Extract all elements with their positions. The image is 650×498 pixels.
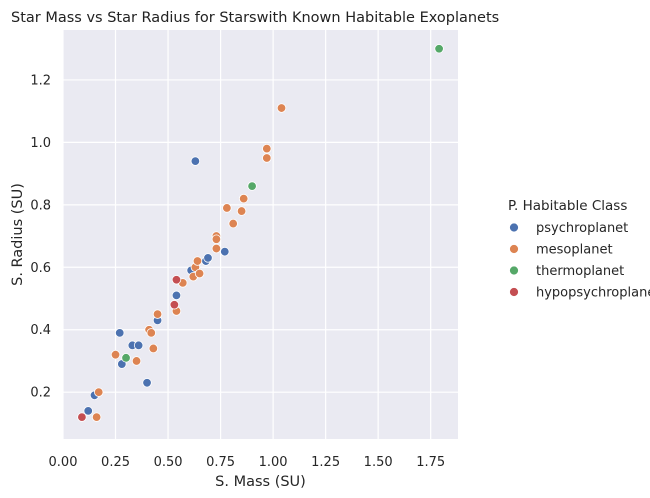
point-psychroplanet <box>83 406 93 416</box>
data-points <box>77 44 444 422</box>
legend-label-hypopsychroplanet: hypopsychroplanet <box>536 286 650 301</box>
x-tick-label: 0.75 <box>206 455 235 470</box>
point-mesoplanet <box>91 412 102 422</box>
point-mesoplanet <box>262 153 272 163</box>
y-tick-labels: 0.2 0.4 0.6 0.8 1.0 1.2 <box>30 73 51 400</box>
legend-label-mesoplanet: mesoplanet <box>536 243 613 258</box>
point-mesoplanet <box>194 268 205 279</box>
legend-title: P. Habitable Class <box>508 198 627 214</box>
x-tick-label: 0.00 <box>49 455 78 470</box>
x-tick-label: 0.50 <box>154 455 183 470</box>
y-tick-label: 0.8 <box>30 198 51 213</box>
x-tick-label: 1.50 <box>364 455 393 470</box>
point-mesoplanet <box>152 309 163 319</box>
point-psychroplanet <box>142 378 152 388</box>
x-tick-label: 1.75 <box>416 455 445 470</box>
legend-label-psychroplanet: psychroplanet <box>536 221 628 236</box>
point-mesoplanet <box>131 356 142 366</box>
point-mesoplanet <box>94 387 104 397</box>
point-psychroplanet <box>115 328 125 338</box>
point-mesoplanet <box>146 328 156 338</box>
x-tick-label: 1.00 <box>259 455 288 470</box>
y-tick-label: 1.2 <box>30 73 51 88</box>
point-thermoplanet <box>434 44 444 54</box>
point-mesoplanet <box>222 203 232 213</box>
legend-marker-psychroplanet <box>509 222 519 233</box>
legend-marker-thermoplanet <box>509 265 519 276</box>
point-psychroplanet <box>133 340 144 351</box>
point-thermoplanet <box>121 353 131 363</box>
y-tick-label: 0.2 <box>30 386 51 401</box>
point-mesoplanet <box>110 350 121 360</box>
y-tick-label: 1.0 <box>30 136 51 151</box>
point-mesoplanet <box>228 218 238 229</box>
y-tick-label: 0.4 <box>30 323 51 338</box>
y-axis-label: S. Radius (SU) <box>10 183 26 286</box>
point-psychroplanet <box>220 246 230 257</box>
point-mesoplanet <box>238 193 249 204</box>
point-hypopsychroplanet <box>169 300 180 310</box>
chart-title: Star Mass vs Star Radius for Starswith K… <box>11 10 499 26</box>
point-psychroplanet <box>190 156 201 166</box>
point-mesoplanet <box>211 234 222 244</box>
x-axis-label: S. Mass (SU) <box>215 474 306 490</box>
point-mesoplanet <box>211 243 222 254</box>
point-psychroplanet <box>203 253 213 263</box>
legend-marker-mesoplanet <box>509 244 519 254</box>
point-hypopsychroplanet <box>171 275 182 285</box>
point-mesoplanet <box>262 143 272 154</box>
point-mesoplanet <box>276 103 287 113</box>
point-thermoplanet <box>247 181 257 191</box>
plot-area <box>63 30 458 439</box>
point-hypopsychroplanet <box>77 412 87 422</box>
legend-marker-hypopsychroplanet <box>509 287 519 297</box>
point-mesoplanet <box>148 343 159 354</box>
point-psychroplanet <box>171 290 182 301</box>
x-tick-labels: 0.00 0.25 0.50 0.75 1.00 1.25 1.50 1.75 <box>49 455 446 470</box>
grid-lines <box>62 30 458 439</box>
legend-label-thermoplanet: thermoplanet <box>536 264 624 279</box>
legend: P. Habitable Class psychroplanet mesoplan… <box>508 198 650 301</box>
point-mesoplanet <box>192 256 203 266</box>
x-tick-label: 1.25 <box>311 455 340 470</box>
point-mesoplanet <box>236 206 247 216</box>
x-tick-label: 0.25 <box>101 455 130 470</box>
y-tick-label: 0.6 <box>30 261 51 276</box>
